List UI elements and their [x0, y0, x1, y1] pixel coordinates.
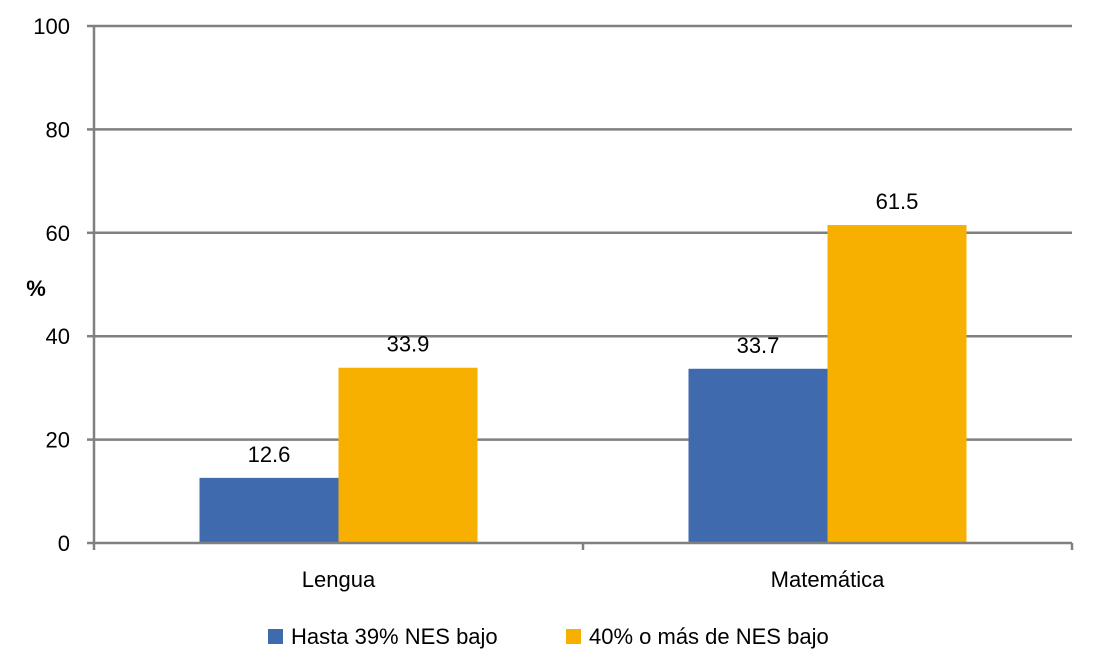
legend-label-1: Hasta 39% NES bajo	[291, 624, 498, 649]
axes	[87, 24, 1074, 550]
legend-label-2: 40% o más de NES bajo	[589, 624, 829, 649]
y-tick-label-40: 40	[46, 324, 70, 349]
data-label-matem-tica-series-1: 33.7	[737, 333, 780, 358]
y-tick-label-80: 80	[46, 117, 70, 142]
legend-swatch-2	[566, 629, 581, 644]
y-tick-label-100: 100	[33, 14, 70, 39]
bars	[199, 225, 967, 544]
legend-swatch-1	[268, 629, 283, 644]
data-label-lengua-series-2: 33.9	[387, 332, 430, 357]
y-tick-label-20: 20	[46, 428, 70, 453]
legend: Hasta 39% NES bajo 40% o más de NES bajo	[268, 624, 829, 649]
labels: 0 20 40 60 80 100 12.6 33.9 Lengua 33.7 61.5 Matemá…	[33, 14, 918, 592]
data-label-lengua-series-1: 12.6	[248, 442, 291, 467]
y-axis-title: %	[26, 276, 46, 301]
bar-matem-tica-series-1	[688, 368, 828, 543]
x-category-label-2: Matemática	[771, 567, 885, 592]
y-tick-label-0: 0	[58, 531, 70, 556]
bar-lengua-series-1	[199, 477, 339, 543]
y-tick-label-60: 60	[46, 221, 70, 246]
data-label-matem-tica-series-2: 61.5	[876, 189, 919, 214]
x-category-label-1: Lengua	[302, 567, 376, 592]
bar-lengua-series-2	[338, 367, 478, 543]
bar-matem-tica-series-2	[827, 225, 967, 544]
